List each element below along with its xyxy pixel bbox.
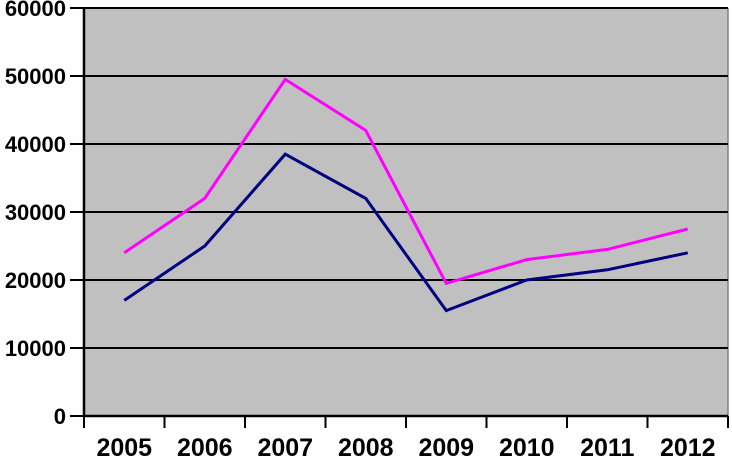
x-axis-label: 2011: [580, 434, 634, 459]
y-axis-label: 20000: [5, 268, 66, 293]
y-axis-label: 10000: [5, 336, 66, 361]
x-axis-label: 2008: [338, 434, 394, 459]
x-axis-label: 2007: [257, 434, 313, 459]
magenta-series-line: [123, 77, 689, 286]
x-axis-label: 2005: [96, 434, 152, 459]
y-axis-label: 0: [54, 404, 66, 429]
y-axis-label: 50000: [5, 64, 66, 89]
navy-series-line: [123, 152, 689, 313]
y-axis-label: 60000: [5, 0, 66, 21]
x-axis-label: 2010: [499, 434, 555, 459]
x-axis-label: 2012: [660, 434, 716, 459]
y-axis-label: 40000: [5, 132, 66, 157]
x-axis-label: 2009: [418, 434, 474, 459]
y-axis-label: 30000: [5, 200, 66, 225]
x-axis-label: 2006: [177, 434, 233, 459]
